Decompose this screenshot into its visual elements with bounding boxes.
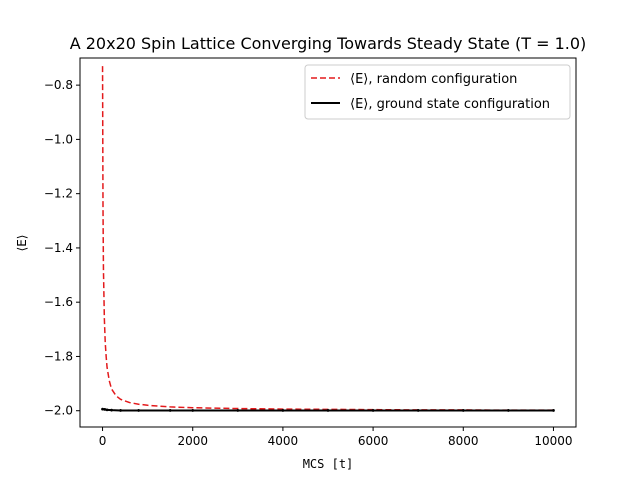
y-tick-label: −1.4: [44, 241, 73, 255]
data-point: [461, 409, 465, 412]
x-tick-label: 8000: [448, 434, 479, 448]
data-point: [326, 409, 330, 412]
plot-frame: [79, 57, 577, 428]
data-point: [416, 409, 420, 412]
data-point: [101, 407, 104, 411]
data-point: [110, 408, 113, 412]
legend-label-random: ⟨E⟩, random configuration: [350, 72, 517, 87]
data-point: [506, 409, 510, 412]
data-point: [168, 409, 172, 412]
x-tick-label: 4000: [268, 434, 299, 448]
data-point: [236, 409, 240, 412]
legend-label-ground: ⟨E⟩, ground state configuration: [350, 97, 550, 112]
x-axis: 0 2000 4000 6000 8000 10000: [99, 427, 573, 448]
y-tick-label: −1.2: [44, 187, 73, 201]
y-axis: −2.0 −1.8 −1.6 −1.4 −1.2 −1.0 −0.8: [44, 78, 80, 418]
series-line-ground: [102, 408, 554, 412]
legend-box: [304, 64, 571, 120]
data-point: [371, 409, 375, 412]
data-point: [552, 409, 555, 412]
x-axis-label: MCS [t]: [303, 457, 354, 471]
y-tick-label: −1.8: [44, 349, 73, 363]
x-tick-label: 0: [99, 434, 107, 448]
data-point: [281, 409, 285, 412]
chart-title: A 20x20 Spin Lattice Converging Towards …: [70, 34, 587, 53]
x-tick-label: 6000: [358, 434, 389, 448]
data-point: [119, 409, 122, 412]
data-point: [105, 408, 109, 412]
x-tick-label: 10000: [534, 434, 572, 448]
y-tick-label: −1.6: [44, 295, 73, 309]
data-point: [191, 409, 195, 412]
data-point: [103, 407, 107, 411]
y-axis-label: ⟨E⟩: [15, 235, 29, 252]
y-tick-label: −0.8: [44, 78, 73, 92]
data-point: [137, 409, 141, 412]
plot-lines: [101, 66, 555, 412]
y-tick-label: −1.0: [44, 132, 73, 146]
legend: ⟨E⟩, random configuration ⟨E⟩, ground st…: [304, 64, 571, 120]
y-tick-label: −2.0: [44, 404, 73, 418]
x-tick-label: 2000: [177, 434, 208, 448]
